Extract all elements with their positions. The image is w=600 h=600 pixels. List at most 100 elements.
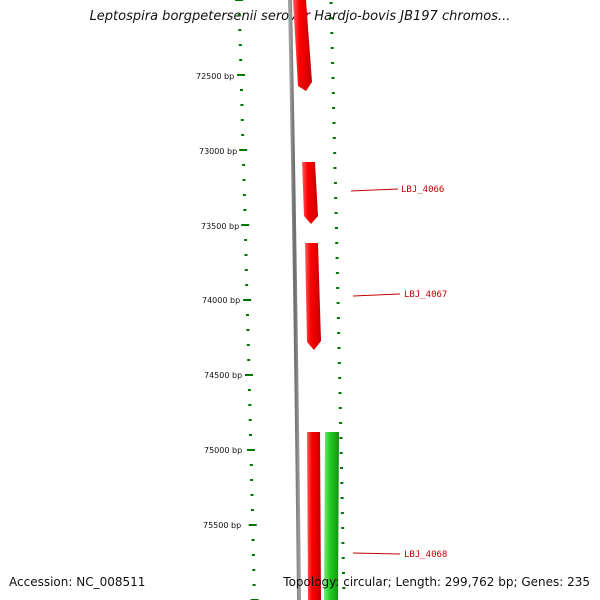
ruler-minor-tick — [245, 284, 249, 286]
ruler-minor-tick — [338, 377, 342, 379]
ruler-minor-tick — [336, 287, 340, 289]
ruler-major-tick — [237, 74, 246, 76]
inner-tick-track — [235, 0, 259, 600]
ruler-minor-tick — [333, 167, 337, 169]
ruler-minor-tick — [246, 344, 250, 346]
bp-label-72500: 72500 bp — [196, 72, 234, 81]
ruler-minor-tick — [241, 134, 245, 136]
ruler-minor-tick — [329, 2, 333, 4]
ruler-minor-tick — [250, 479, 254, 481]
bp-label-74500: 74500 bp — [204, 371, 242, 380]
ruler-major-tick — [241, 224, 250, 226]
ruler-minor-tick — [251, 539, 255, 541]
gene-label-leader — [352, 552, 401, 555]
ruler-minor-tick — [335, 242, 339, 244]
ruler-minor-tick — [341, 557, 345, 559]
ruler-minor-tick — [339, 437, 343, 439]
ruler-minor-tick — [238, 29, 242, 31]
ruler-minor-tick — [252, 584, 256, 586]
ruler-minor-tick — [335, 257, 339, 259]
ruler-minor-tick — [240, 89, 243, 91]
ruler-minor-tick — [240, 119, 244, 121]
ruler-minor-tick — [330, 47, 334, 49]
ruler-minor-tick — [332, 107, 336, 109]
gene-feature-forward[interactable] — [324, 432, 339, 600]
ruler-minor-tick — [242, 179, 246, 181]
ruler-minor-tick — [247, 389, 251, 391]
ruler-minor-tick — [332, 122, 336, 124]
ruler-minor-tick — [339, 422, 343, 424]
ruler-minor-tick — [239, 59, 243, 61]
ruler-minor-tick — [337, 362, 341, 364]
accession-text: Accession: NC_008511 — [9, 575, 146, 589]
gene-feature-reverse[interactable] — [302, 162, 318, 224]
bp-label-73000: 73000 bp — [199, 147, 237, 156]
ruler-minor-tick — [340, 482, 344, 484]
ruler-minor-tick — [336, 317, 340, 319]
gene-label-lbj-4067[interactable]: LBJ_4067 — [404, 290, 447, 300]
ruler-minor-tick — [338, 392, 342, 394]
genome-summary-text: Topology: circular; Length: 299,762 bp; … — [283, 575, 590, 589]
ruler-minor-tick — [337, 347, 341, 349]
ruler-minor-tick — [237, 14, 241, 16]
ruler-minor-tick — [252, 569, 256, 571]
ruler-minor-tick — [249, 464, 253, 466]
ruler-minor-tick — [249, 434, 252, 436]
ruler-major-tick — [246, 449, 255, 451]
ruler-minor-tick — [334, 212, 338, 214]
ruler-minor-tick — [246, 329, 250, 331]
gene-label-lbj-4068[interactable]: LBJ_4068 — [404, 550, 447, 560]
ruler-minor-tick — [251, 554, 255, 556]
ruler-minor-tick — [332, 137, 336, 139]
ruler-minor-tick — [342, 572, 345, 574]
ruler-minor-tick — [342, 587, 346, 589]
ruler-minor-tick — [330, 32, 334, 34]
ruler-major-tick — [239, 149, 248, 151]
ruler-minor-tick — [341, 542, 345, 544]
ruler-minor-tick — [240, 104, 244, 106]
bp-label-75500: 75500 bp — [203, 521, 241, 530]
ruler-minor-tick — [333, 182, 337, 184]
gene-label-leader — [352, 293, 401, 297]
bp-label-75000: 75000 bp — [204, 446, 242, 455]
ruler-minor-tick — [244, 269, 248, 271]
ruler-major-tick — [243, 299, 252, 301]
ruler-minor-tick — [334, 197, 338, 199]
ruler-minor-tick — [341, 527, 345, 529]
ruler-minor-tick — [336, 302, 340, 304]
ruler-minor-tick — [340, 497, 344, 499]
gene-feature-reverse[interactable] — [305, 243, 321, 350]
ruler-major-tick — [235, 0, 243, 1]
outer-tick-track — [329, 2, 346, 589]
ruler-minor-tick — [243, 209, 247, 211]
ruler-minor-tick — [339, 452, 343, 454]
gene-label-leader — [350, 188, 399, 192]
gene-label-lbj-4066[interactable]: LBJ_4066 — [401, 185, 444, 195]
ruler-major-tick — [248, 524, 257, 526]
ruler-minor-tick — [244, 254, 248, 256]
ruler-major-tick — [245, 374, 253, 376]
ruler-minor-tick — [338, 407, 342, 409]
ruler-minor-tick — [242, 194, 246, 196]
ruler-minor-tick — [331, 62, 335, 64]
ruler-minor-tick — [340, 512, 344, 514]
ruler-minor-tick — [337, 332, 341, 334]
gene-feature-reverse[interactable] — [307, 432, 321, 600]
ruler-minor-tick — [247, 359, 251, 361]
ruler-minor-tick — [250, 494, 254, 496]
ruler-minor-tick — [340, 467, 343, 469]
ruler-minor-tick — [250, 509, 254, 511]
ruler-minor-tick — [331, 92, 335, 94]
bp-label-73500: 73500 bp — [201, 222, 239, 231]
chromosome-backbone — [288, 0, 301, 600]
ruler-minor-tick — [246, 314, 249, 316]
ruler-minor-tick — [242, 164, 246, 166]
bp-label-74000: 74000 bp — [202, 296, 240, 305]
ruler-minor-tick — [238, 44, 242, 46]
ruler-minor-tick — [248, 404, 252, 406]
ruler-minor-tick — [334, 227, 338, 229]
gene-feature-reverse[interactable] — [293, 0, 312, 91]
ruler-minor-tick — [331, 77, 335, 79]
